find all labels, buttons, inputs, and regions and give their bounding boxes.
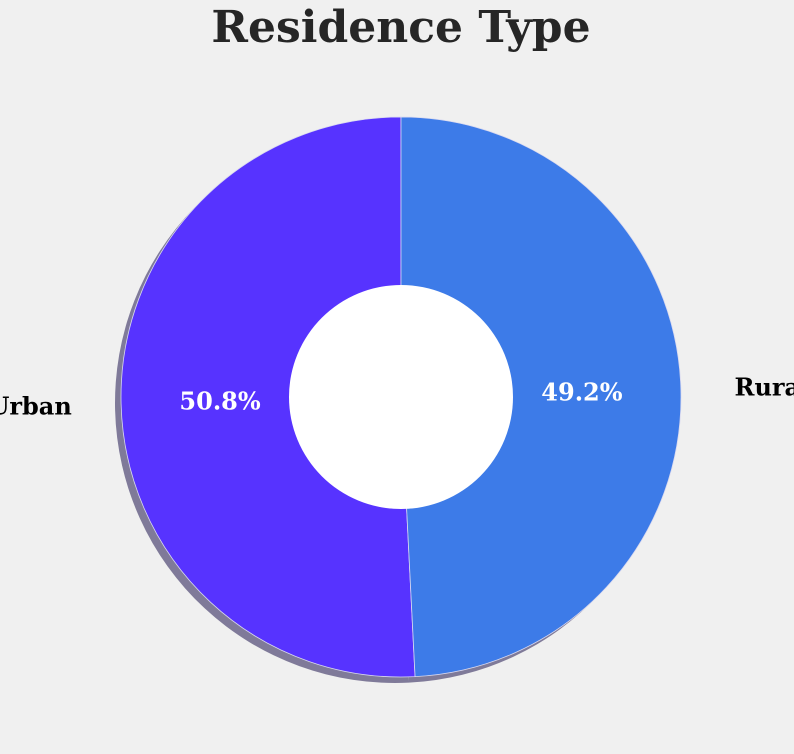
labels: Urban 50.8% Rural 49.2% [0, 373, 794, 421]
slice-rural [400, 116, 682, 678]
chart-title: Residence Type [211, 2, 590, 53]
category-label-urban: Urban [0, 391, 72, 420]
slices [120, 116, 682, 678]
value-label-urban: 50.8% [179, 387, 260, 416]
value-label-rural: 49.2% [541, 377, 622, 406]
donut-hole [289, 285, 513, 509]
category-label-rural: Rural [735, 373, 794, 402]
slice-urban [120, 116, 416, 678]
